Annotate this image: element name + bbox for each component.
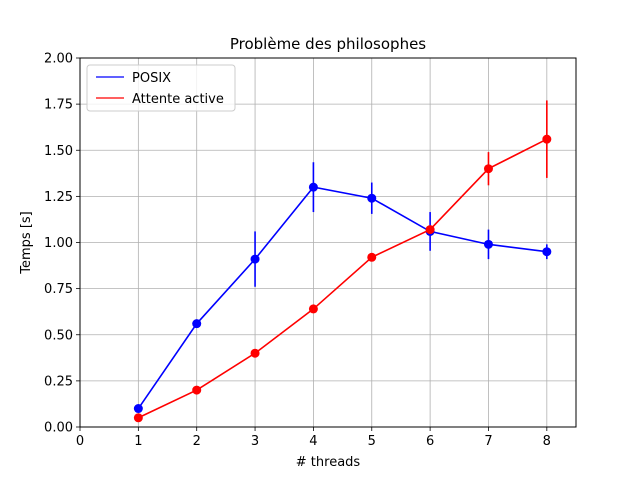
y-tick-label: 0.50	[44, 328, 73, 343]
data-point	[483, 239, 493, 249]
data-point	[308, 182, 318, 192]
data-point	[542, 247, 552, 257]
y-tick-label: 0.00	[44, 421, 73, 436]
grid	[79, 57, 576, 428]
y-tick-label: 1.50	[44, 144, 73, 159]
x-tick-label: 7	[484, 434, 492, 449]
y-axis-label: Temps [s]	[19, 211, 34, 274]
data-point	[133, 413, 143, 423]
x-tick-label: 6	[426, 434, 434, 449]
plot-frame	[79, 57, 577, 428]
data-point	[425, 225, 435, 235]
y-tick-label: 0.25	[44, 374, 73, 389]
x-tick-label: 0	[76, 434, 84, 449]
y-tick-label: 1.00	[44, 236, 73, 251]
legend-label: Attente active	[132, 92, 224, 107]
data-point	[250, 254, 260, 264]
data-point	[367, 193, 377, 203]
data-point	[367, 252, 377, 262]
data-point	[308, 304, 318, 314]
data-point	[192, 385, 202, 395]
y-tick-label: 0.75	[44, 282, 73, 297]
series-line	[138, 138, 548, 419]
data-point	[133, 404, 143, 414]
x-tick-label: 4	[309, 434, 317, 449]
x-tick-label: 8	[543, 434, 551, 449]
x-axis-ticks: 0 1 2 3 4 5 6 7 8	[76, 427, 551, 449]
data-point	[542, 134, 552, 144]
x-tick-label: 1	[134, 434, 142, 449]
x-tick-label: 2	[193, 434, 201, 449]
x-tick-label: 3	[251, 434, 259, 449]
x-tick-label: 5	[368, 434, 376, 449]
series-line	[137, 186, 547, 410]
data-point	[250, 348, 260, 358]
series-attente-active	[133, 100, 552, 423]
data-point	[483, 164, 493, 174]
x-axis-label: # threads	[296, 455, 361, 470]
y-tick-label: 1.75	[44, 98, 73, 113]
legend-label: POSIX	[132, 71, 171, 86]
legend: POSIX Attente active	[86, 64, 236, 112]
data-point	[192, 319, 202, 329]
y-axis-ticks: 0.00 0.25 0.50 0.75 1.00 1.25 1.50 1.75 2.00	[44, 52, 80, 436]
series-posix	[133, 162, 552, 414]
chart-title: Problème des philosophes	[230, 35, 426, 53]
y-tick-label: 2.00	[44, 52, 73, 67]
y-tick-label: 1.25	[44, 190, 73, 205]
series-group	[133, 100, 552, 423]
